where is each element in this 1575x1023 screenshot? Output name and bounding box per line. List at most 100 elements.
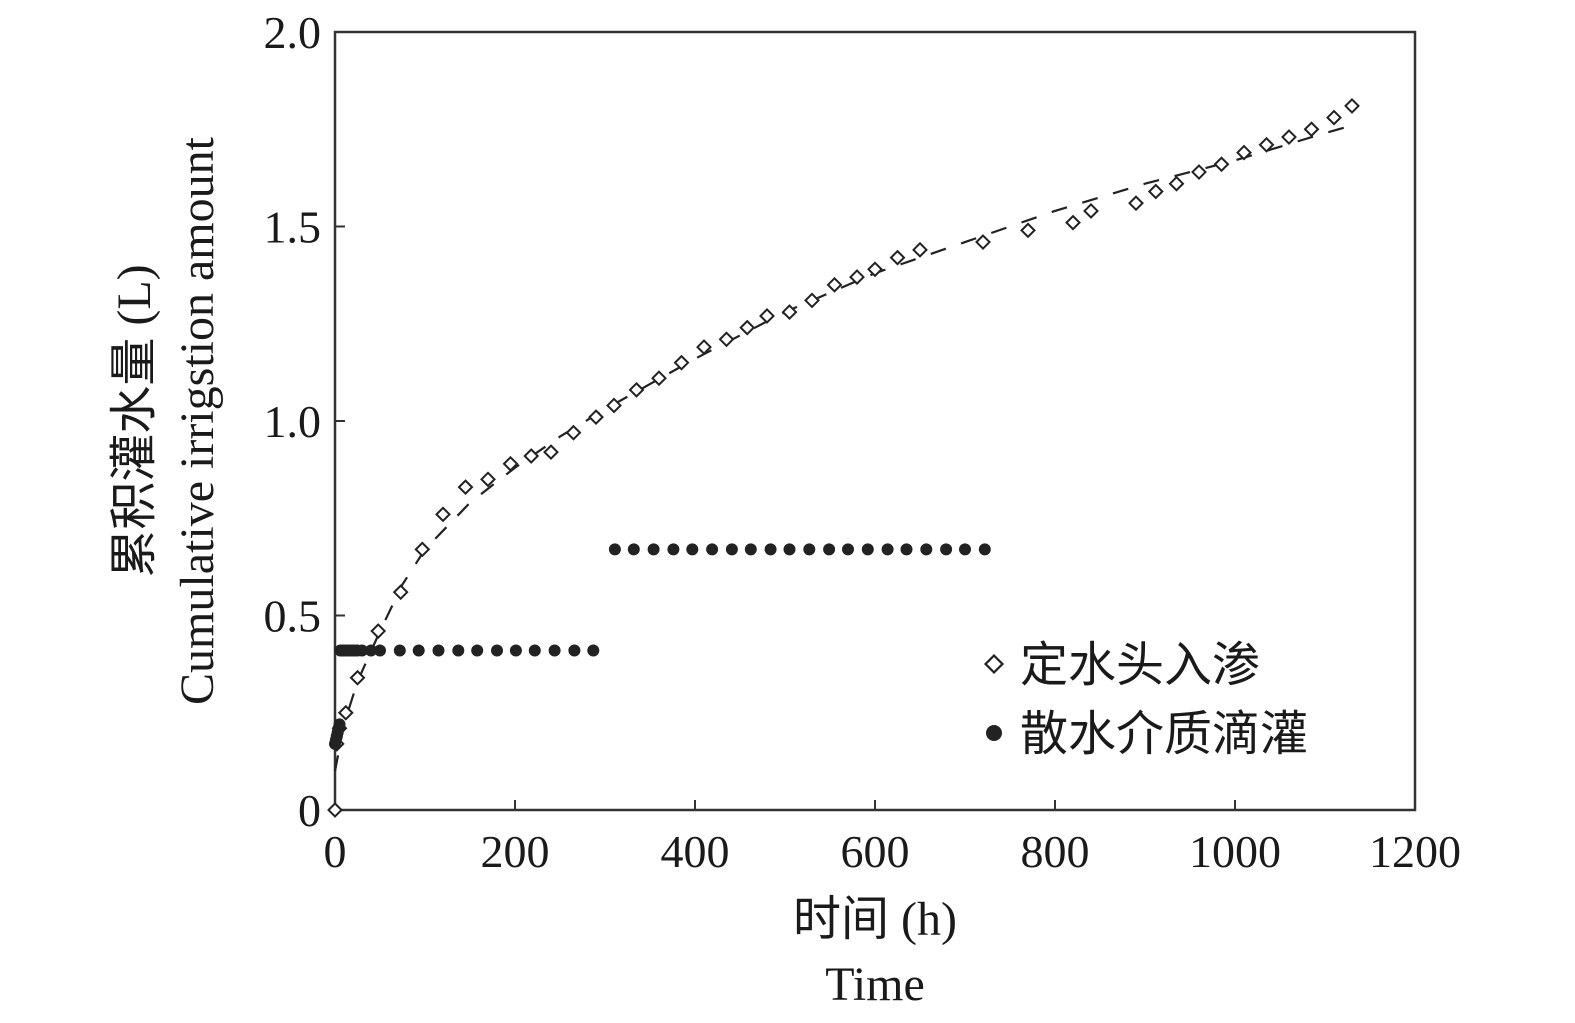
- dispersion-drip-point: [823, 543, 836, 556]
- constant-head-point: [628, 381, 645, 398]
- dispersion-drip-point: [412, 644, 425, 657]
- dispersion-drip-point: [783, 543, 796, 556]
- constant-head-point: [565, 424, 582, 441]
- constant-head-point: [804, 292, 820, 309]
- series-layer: [327, 97, 1360, 818]
- y-tick-label: 0.5: [264, 591, 322, 642]
- constant-head-point: [759, 308, 775, 324]
- x-tick-label: 200: [481, 826, 550, 877]
- legend-label-dispersion-drip: 散水介质滴灌: [1020, 708, 1308, 761]
- plot-frame: [333, 30, 1417, 812]
- dispersion-drip-point: [881, 543, 894, 556]
- y-tick-label: 1.5: [264, 202, 322, 253]
- constant-head-point: [1191, 164, 1207, 180]
- legend-marker-dispersion-drip: [986, 725, 1002, 741]
- constant-head-point: [1213, 156, 1230, 173]
- y-axis-title-cn: 累积灌水量 (L): [108, 264, 161, 577]
- constant-head-point: [739, 319, 756, 336]
- constant-head-point: [826, 276, 843, 293]
- constant-head-point: [975, 234, 991, 250]
- constant-head-point: [1281, 129, 1297, 145]
- constant-head-point: [867, 261, 883, 278]
- constant-head-point: [414, 541, 431, 558]
- legend: 定水头入渗 散水介质滴灌: [983, 639, 1308, 761]
- dispersion-drip-point: [333, 718, 346, 731]
- dispersion-drip-point: [764, 543, 777, 556]
- y-tick-label: 1.0: [264, 396, 322, 447]
- y-tick-label: 2.0: [264, 7, 322, 58]
- constant-head-point: [1236, 144, 1252, 161]
- constant-head-point: [781, 304, 798, 320]
- constant-head-point: [327, 802, 343, 818]
- constant-head-point: [502, 455, 519, 472]
- constant-head-point: [849, 269, 865, 285]
- constant-head-point: [1020, 222, 1036, 239]
- x-axis-title-cn: 时间 (h): [793, 893, 957, 946]
- constant-head-point: [651, 370, 667, 387]
- dispersion-drip-point: [803, 543, 816, 556]
- y-axis-title-en: Cumulative irrigstion amount: [171, 136, 224, 705]
- dispersion-drip-point: [432, 644, 445, 657]
- dispersion-drip-point: [471, 644, 484, 657]
- dispersion-drip-point: [744, 543, 757, 556]
- dispersion-drip-point: [491, 644, 503, 657]
- dispersion-drip-point: [861, 543, 874, 556]
- constant-head-point: [370, 623, 387, 639]
- fitted-dashed-line: [333, 124, 1353, 772]
- legend-marker-constant-head: [983, 653, 1005, 675]
- dispersion-drip-point: [959, 543, 971, 556]
- dispersion-drip-point: [842, 543, 854, 556]
- constant-head-point: [1065, 214, 1081, 231]
- constant-head-point: [543, 444, 559, 461]
- dispersion-drip-point: [548, 644, 561, 657]
- dispersion-drip-point: [608, 543, 621, 556]
- constant-head-point: [349, 669, 366, 686]
- dispersion-drip-point: [920, 543, 933, 556]
- constant-head-point: [1168, 175, 1185, 192]
- x-tick-label: 1000: [1189, 826, 1281, 877]
- x-tick-label: 800: [1021, 826, 1090, 877]
- constant-head-point: [337, 704, 354, 721]
- dispersion-drip-point: [528, 644, 541, 657]
- constant-head-point: [889, 249, 906, 266]
- constant-head-point: [1344, 97, 1360, 114]
- dispersion-drip-point: [627, 543, 640, 556]
- constant-head-point: [1303, 121, 1320, 138]
- constant-head-point: [392, 584, 409, 601]
- x-axis-title-en: Time: [825, 958, 925, 1011]
- dispersion-drip-point: [356, 644, 368, 657]
- dispersion-drip-point: [900, 543, 913, 556]
- axis-ticks: 0 200 400 600 800 1000 1200 0 0.5 1.0 1.5 2.0: [264, 7, 1462, 877]
- constant-head-point: [606, 397, 622, 414]
- constant-head-point: [1128, 195, 1144, 212]
- constant-head-point: [1326, 109, 1342, 126]
- legend-label-constant-head: 定水头入渗: [1020, 639, 1260, 692]
- dispersion-drip-point: [978, 543, 991, 556]
- constant-head-point: [912, 241, 928, 258]
- constant-head-point: [718, 331, 735, 348]
- x-tick-label: 0: [324, 826, 347, 877]
- constant-head-point: [480, 471, 496, 488]
- y-tick-label: 0: [298, 785, 321, 836]
- dispersion-drip-point: [725, 543, 738, 556]
- dispersion-drip-point: [940, 543, 953, 556]
- dispersion-drip-point: [393, 644, 406, 657]
- constant-head-point: [435, 506, 451, 523]
- dispersion-drip-point: [365, 644, 377, 657]
- constant-head-point: [588, 409, 604, 426]
- constant-head-point: [1083, 203, 1099, 219]
- constant-head-point: [696, 339, 712, 356]
- dispersion-drip-point: [647, 543, 660, 556]
- constant-head-point: [523, 448, 540, 464]
- constant-head-point: [673, 354, 690, 371]
- constant-head-point: [1147, 183, 1164, 200]
- constant-head-point: [1258, 136, 1275, 153]
- dispersion-drip-point: [374, 644, 386, 657]
- x-tick-label: 400: [661, 826, 730, 877]
- constant-head-point: [457, 479, 474, 496]
- dispersion-drip-point: [686, 543, 699, 556]
- dispersion-drip-point: [568, 644, 581, 657]
- dispersion-drip-point: [587, 644, 600, 657]
- x-tick-label: 600: [841, 826, 910, 877]
